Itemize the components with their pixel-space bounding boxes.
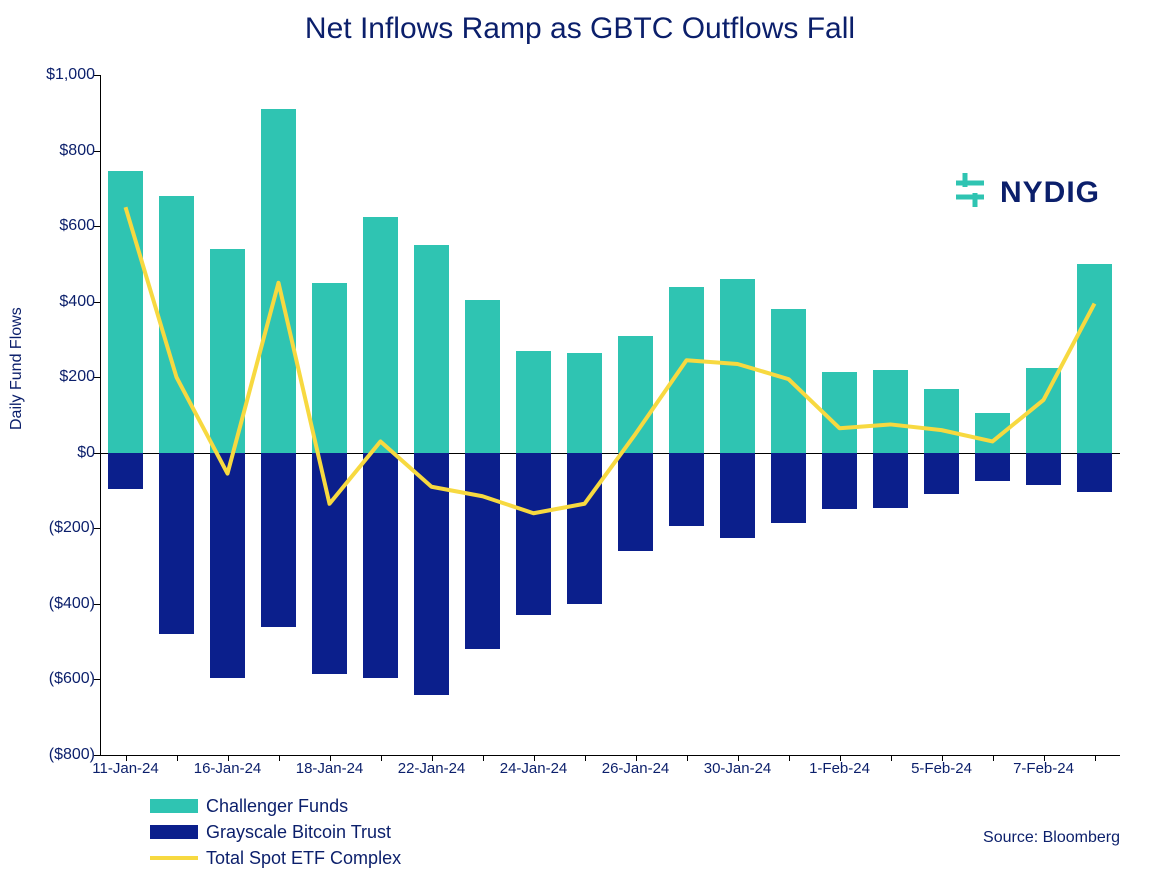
x-tick [1095, 755, 1096, 761]
plot-area: ($800)($600)($400)($200)$0$200$400$600$8… [100, 75, 1120, 755]
legend-label: Challenger Funds [206, 796, 348, 817]
x-tick-label: 30-Jan-24 [704, 760, 772, 777]
x-tick-label: 18-Jan-24 [296, 760, 364, 777]
legend-label: Total Spot ETF Complex [206, 848, 401, 869]
x-axis-line [100, 755, 1120, 756]
y-tick-label: $800 [25, 142, 95, 160]
legend-item: Challenger Funds [150, 793, 401, 819]
x-tick-label: 16-Jan-24 [194, 760, 262, 777]
line-series-overlay [100, 75, 1120, 755]
x-tick-label: 7-Feb-24 [1013, 760, 1074, 777]
x-tick-label: 1-Feb-24 [809, 760, 870, 777]
legend-swatch-icon [150, 825, 198, 839]
x-tick [891, 755, 892, 761]
y-tick-label: ($600) [25, 670, 95, 688]
legend-item: Total Spot ETF Complex [150, 845, 401, 871]
x-tick [789, 755, 790, 761]
x-tick-label: 11-Jan-24 [92, 760, 158, 777]
x-tick [993, 755, 994, 761]
legend-item: Grayscale Bitcoin Trust [150, 819, 401, 845]
x-tick-label: 5-Feb-24 [911, 760, 972, 777]
y-tick-label: $0 [25, 444, 95, 462]
x-tick [483, 755, 484, 761]
x-tick [279, 755, 280, 761]
legend-line-icon [150, 856, 198, 860]
y-tick-label: ($800) [25, 746, 95, 764]
legend-label: Grayscale Bitcoin Trust [206, 822, 391, 843]
x-tick-label: 22-Jan-24 [398, 760, 466, 777]
source-attribution: Source: Bloomberg [983, 829, 1120, 847]
x-tick [381, 755, 382, 761]
x-tick [177, 755, 178, 761]
x-tick-label: 26-Jan-24 [602, 760, 670, 777]
y-tick-label: $400 [25, 293, 95, 311]
legend-swatch-icon [150, 799, 198, 813]
y-tick-label: $600 [25, 217, 95, 235]
y-tick-label: ($200) [25, 519, 95, 537]
legend: Challenger Funds Grayscale Bitcoin Trust T… [150, 793, 401, 871]
y-tick-label: ($400) [25, 595, 95, 613]
chart-root: Net Inflows Ramp as GBTC Outflows Fall D… [0, 0, 1160, 881]
y-tick-label: $200 [25, 368, 95, 386]
y-axis-label: Daily Fund Flows [8, 307, 26, 430]
x-tick [687, 755, 688, 761]
y-tick-label: $1,000 [25, 66, 95, 84]
chart-title: Net Inflows Ramp as GBTC Outflows Fall [0, 12, 1160, 46]
line-total-spot-etf [126, 207, 1095, 513]
x-tick [585, 755, 586, 761]
x-tick-label: 24-Jan-24 [500, 760, 568, 777]
